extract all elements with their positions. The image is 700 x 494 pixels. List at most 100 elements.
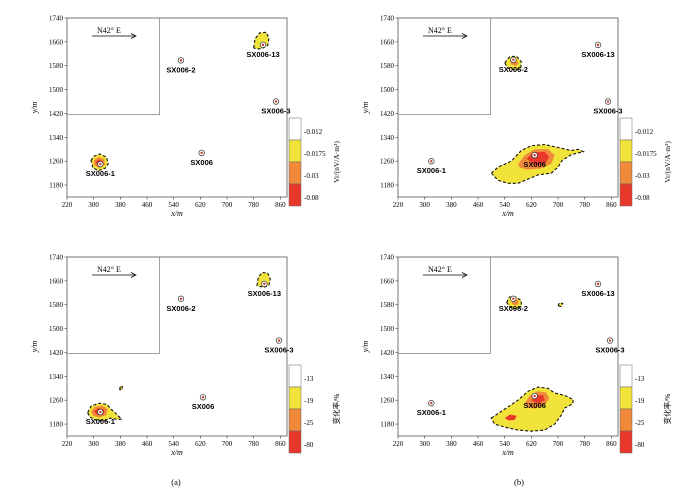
orientation-arrow-head [130,272,137,278]
colorbar-title: 变化率/% [331,394,341,425]
y-axis-label: y/m [361,341,370,354]
station-marker-dot [99,162,102,166]
y-tick-label: 1500 [49,325,64,333]
x-tick-label: 700 [222,440,233,448]
station-marker-dot [606,100,610,103]
colorbar-tick-label: -19 [635,397,645,405]
plot-frame [397,256,619,437]
station-label: SX006-1 [86,169,115,178]
colorbar-swatch [288,408,302,432]
y-tick-label: 1260 [49,158,64,166]
anomaly-0 [506,296,522,310]
y-tick-label: 1740 [49,15,64,23]
panel-bottom-left: N42° ESX006-1SX006-2SX006-13SX006-3SX006… [30,254,341,458]
station-label: SX006-2 [166,304,195,313]
x-tick-label: 380 [446,201,457,209]
colorbar-title: 变化率/% [662,394,672,425]
x-tick-label: 220 [393,201,404,209]
y-tick-label: 1340 [49,373,64,381]
x-tick-label: 620 [195,440,206,448]
station-label: SX006-13 [581,289,614,298]
x-tick-label: 620 [526,201,537,209]
station-marker-dot [99,410,102,414]
station-label: SX006-1 [417,166,446,175]
y-axis-label: y/m [30,341,39,354]
y-tick-label: 1260 [380,397,395,405]
y-tick-label: 1660 [49,277,64,285]
colorbar-title: Vr/(nV/A·m²) [663,141,672,183]
y-tick-label: 1500 [380,86,395,94]
x-axis-label: x/m [170,209,183,218]
station-label: SX006 [190,158,213,167]
colorbar-tick-label: -25 [635,419,645,427]
x-tick-label: 540 [168,440,179,448]
station-marker-dot [512,297,515,300]
y-tick-label: 1660 [380,277,395,285]
colorbar-tick-label: -0.0175 [635,150,657,158]
colorbar-swatch [619,364,633,388]
x-tick-label: 780 [248,440,259,448]
x-tick-label: 380 [115,440,126,448]
y-tick-label: 1180 [380,182,394,190]
orientation-arrow-head [461,272,468,278]
station-marker-dot [261,43,265,47]
colorbar-swatch [619,430,633,454]
y-axis-label: y/m [361,102,370,115]
station-label: SX006-2 [499,304,528,313]
x-tick-label: 220 [393,440,404,448]
x-axis-label: x/m [501,209,514,218]
colorbar-tick-label: -0.08 [304,194,319,202]
y-tick-label: 1740 [380,254,395,262]
colorbar-swatch [288,139,302,163]
station-label: SX006-13 [246,50,279,59]
y-tick-label: 1740 [49,254,64,262]
x-tick-label: 540 [499,201,510,209]
panel-bottom-right: N42° ESX006-1SX006-2SX006-13SX006-3SX006… [361,254,672,458]
colorbar-swatch [619,183,633,207]
colorbar-swatch [619,386,633,410]
y-tick-label: 1260 [49,397,64,405]
y-tick-label: 1180 [380,421,394,429]
orientation-label: N42° E [428,265,452,274]
station-label: SX006-13 [581,50,614,59]
y-tick-label: 1180 [49,182,63,190]
x-tick-label: 780 [579,201,590,209]
station-marker-dot [274,100,278,103]
x-tick-label: 700 [553,440,564,448]
y-tick-label: 1340 [49,134,64,142]
orientation-arrow-head [130,33,137,39]
station-marker-dot [200,151,203,155]
station-label: SX006-3 [261,107,290,116]
station-marker-dot [201,396,205,399]
y-tick-label: 1420 [49,110,64,118]
x-tick-label: 380 [115,201,126,209]
x-tick-label: 700 [222,201,233,209]
station-marker-dot [430,160,433,163]
x-tick-label: 780 [579,440,590,448]
x-tick-label: 540 [499,440,510,448]
colorbar-swatch [619,408,633,432]
anomaly-2 [557,302,564,308]
x-tick-label: 380 [446,440,457,448]
station-marker-dot [430,401,433,405]
y-tick-label: 1260 [380,158,395,166]
inset-box [66,256,160,355]
x-tick-label: 300 [88,201,99,209]
x-tick-label: 860 [606,440,617,448]
colorbar-tick-label: -0.012 [304,128,323,136]
y-tick-label: 1500 [49,86,64,94]
y-tick-label: 1420 [380,110,395,118]
x-tick-label: 300 [419,201,430,209]
x-tick-label: 540 [168,201,179,209]
y-axis-label: y/m [30,102,39,115]
y-tick-label: 1580 [380,62,395,70]
station-label: SX006-2 [166,65,195,74]
x-tick-label: 460 [142,440,153,448]
colorbar-swatch [619,117,633,141]
colorbar-swatch [288,183,302,207]
x-tick-label: 460 [473,440,484,448]
x-tick-label: 860 [606,201,617,209]
colorbar-swatch [288,386,302,410]
anomaly-1 [490,386,574,432]
colorbar-swatch [288,430,302,454]
